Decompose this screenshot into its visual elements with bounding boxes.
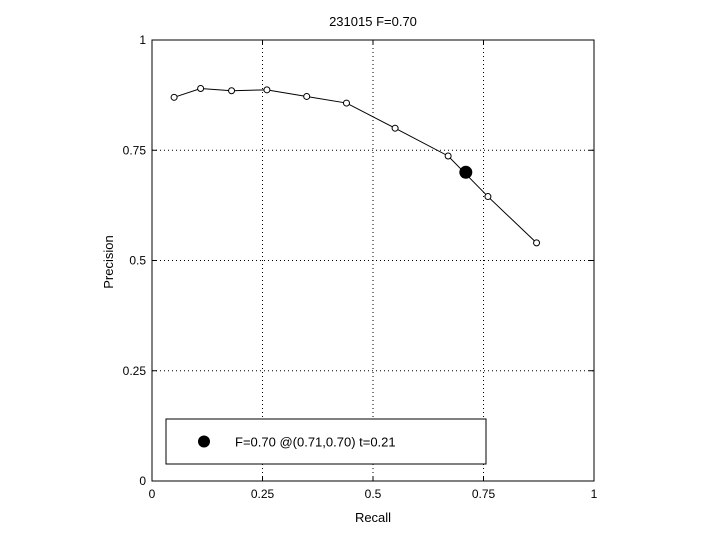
axis-ticks: 0 0.25 0.5 0.75 1 0 0.25 0.5 0.75 1 xyxy=(123,33,598,501)
x-axis-label: Recall xyxy=(355,510,391,525)
data-point xyxy=(342,99,350,107)
x-tick-label: 0.5 xyxy=(365,487,382,501)
y-tick-label: 0.25 xyxy=(123,364,147,378)
legend: F=0.70 @(0.71,0.70) t=0.21 xyxy=(165,418,487,465)
data-point xyxy=(444,152,452,160)
y-tick-label: 0.75 xyxy=(123,143,147,157)
data-point xyxy=(303,92,311,100)
y-tick-label: 0.5 xyxy=(129,254,146,268)
grid xyxy=(152,40,594,481)
y-tick-label: 1 xyxy=(139,33,146,47)
data-point xyxy=(170,93,178,101)
legend-marker xyxy=(198,435,210,448)
chart-title: 231015 F=0.70 xyxy=(329,14,417,29)
y-axis-label: Precision xyxy=(101,235,116,288)
data-point xyxy=(228,87,236,95)
data-point xyxy=(484,193,492,201)
x-tick-label: 0.75 xyxy=(472,487,496,501)
best-f-point xyxy=(459,165,473,179)
series-line xyxy=(173,88,537,244)
data-point xyxy=(197,85,205,93)
x-tick-label: 0 xyxy=(149,487,156,501)
x-tick-label: 0.25 xyxy=(251,487,275,501)
y-tick-label: 0 xyxy=(139,474,146,488)
series-layer xyxy=(170,85,541,247)
legend-label: F=0.70 @(0.71,0.70) t=0.21 xyxy=(235,435,396,450)
data-point xyxy=(391,124,399,132)
data-point xyxy=(263,86,271,94)
data-point xyxy=(533,239,541,247)
legend-box xyxy=(165,418,487,465)
x-tick-label: 1 xyxy=(591,487,598,501)
